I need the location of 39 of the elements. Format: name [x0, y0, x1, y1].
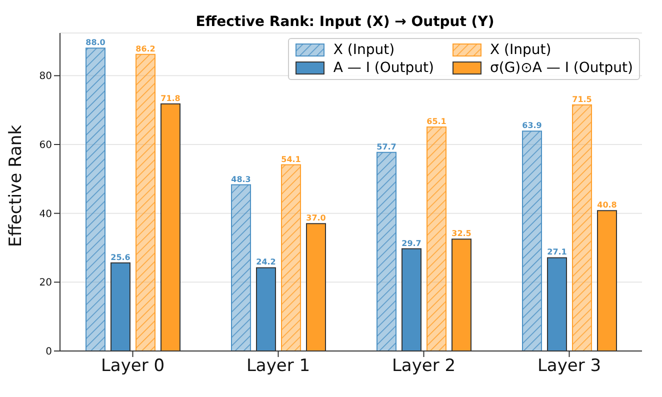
- bar: [376, 152, 396, 351]
- chart-title: Effective Rank: Input (X) → Output (Y): [194, 14, 496, 30]
- data-label: 27.1: [547, 248, 568, 257]
- bar: [231, 184, 251, 351]
- data-label: 65.1: [426, 116, 447, 126]
- legend-label: A — I (Output): [333, 60, 434, 76]
- data-label: 37.0: [306, 214, 326, 223]
- data-label: 63.9: [522, 121, 542, 130]
- y-tick-label: 40: [39, 208, 52, 220]
- data-label: 57.7: [376, 142, 396, 152]
- bar: [572, 104, 592, 351]
- x-tick-label: Layer 0: [100, 356, 165, 376]
- x-tick-label: Layer 2: [392, 356, 456, 376]
- data-label: 71.5: [572, 94, 592, 104]
- y-tick-label: 80: [39, 71, 52, 82]
- data-label: 71.8: [160, 94, 181, 103]
- data-label: 25.6: [110, 252, 131, 262]
- bar: [86, 48, 106, 351]
- data-label: 48.3: [231, 174, 251, 184]
- bar: [426, 126, 446, 351]
- bar: [136, 54, 156, 351]
- legend-label: X (Input): [490, 42, 552, 58]
- bar: [281, 164, 301, 351]
- bar: [522, 130, 542, 351]
- x-tick-label: Layer 1: [246, 356, 310, 376]
- y-tick-label: 20: [39, 278, 52, 289]
- data-label: 54.1: [281, 154, 302, 164]
- data-label: 86.2: [136, 44, 156, 54]
- legend-label: σ(G)⊙A — I (Output): [490, 60, 633, 76]
- data-label: 29.7: [402, 238, 422, 248]
- data-label: 88.0: [86, 38, 106, 48]
- x-tick-label: Layer 3: [537, 356, 602, 376]
- data-label: 40.8: [597, 200, 618, 210]
- y-tick-label: 0: [46, 346, 52, 358]
- data-label: 24.2: [256, 258, 276, 267]
- data-label: 32.5: [452, 229, 472, 238]
- legend-label: X (Input): [333, 42, 395, 58]
- y-axis-title: Effective Rank: [6, 124, 26, 247]
- y-tick-label: 60: [39, 140, 52, 152]
